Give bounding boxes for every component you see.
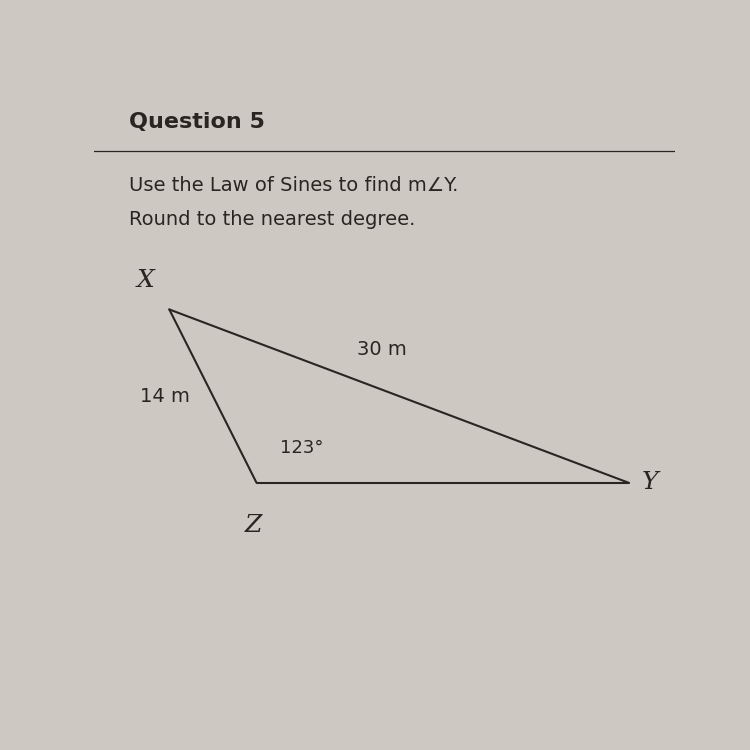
Text: Question 5: Question 5	[129, 112, 265, 132]
Text: Round to the nearest degree.: Round to the nearest degree.	[129, 211, 415, 230]
Text: 123°: 123°	[280, 439, 323, 457]
Text: 30 m: 30 m	[357, 340, 407, 358]
Text: 14 m: 14 m	[140, 386, 190, 406]
Text: Y: Y	[641, 471, 658, 494]
Text: X: X	[137, 269, 154, 292]
Text: Use the Law of Sines to find m∠Y.: Use the Law of Sines to find m∠Y.	[129, 176, 458, 195]
Text: Z: Z	[245, 514, 262, 538]
